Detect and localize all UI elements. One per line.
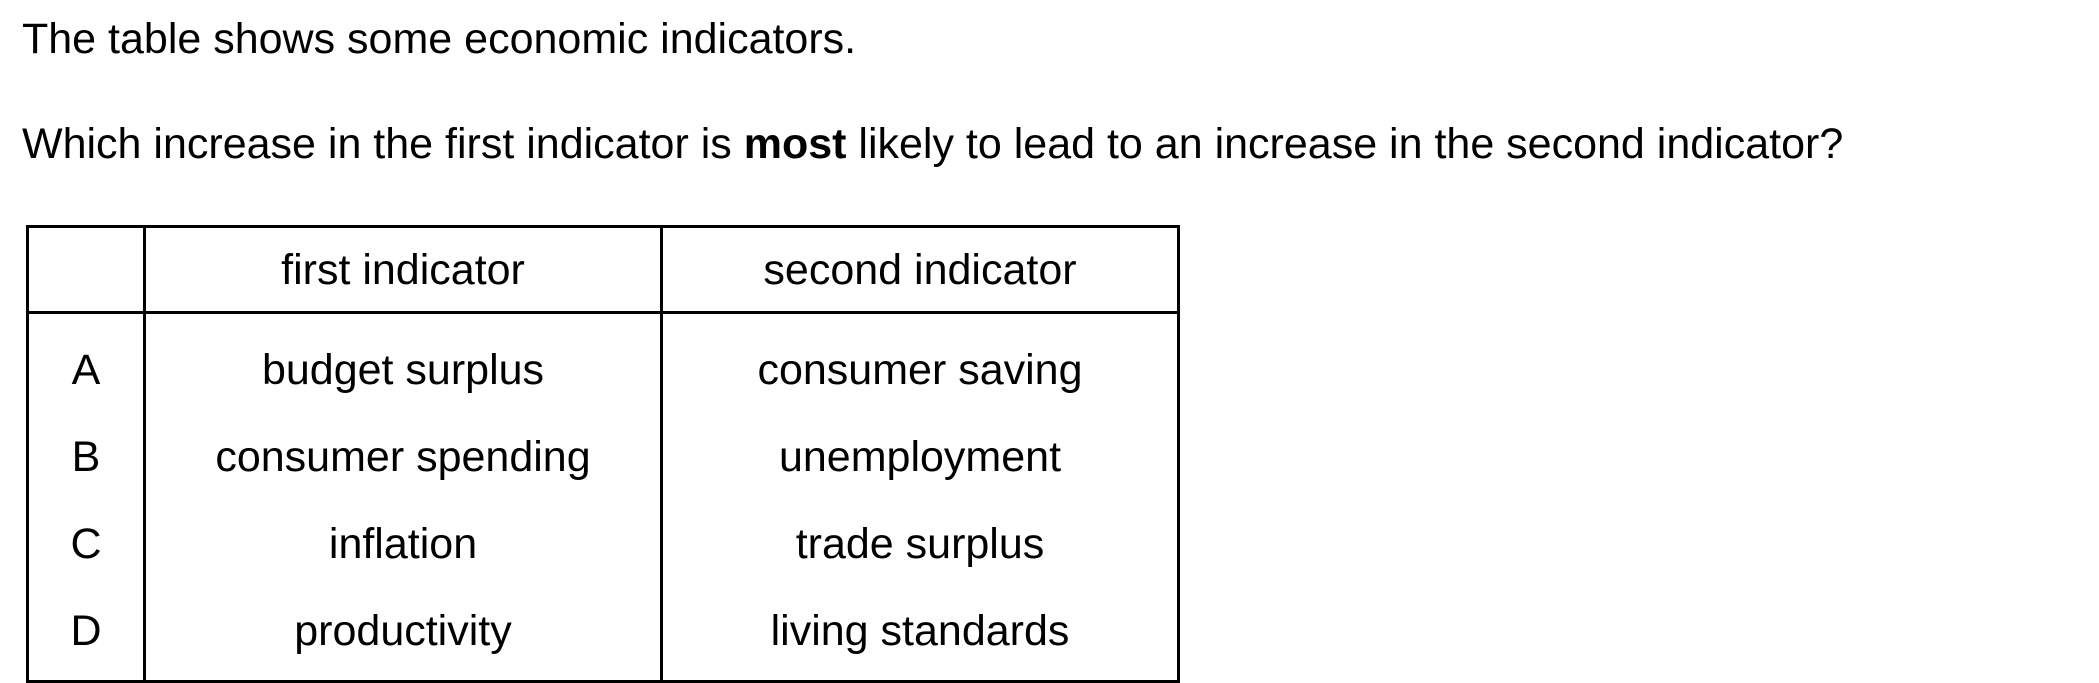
second-indicator-cell: living standards [660, 587, 1180, 682]
second-indicator-cell: trade surplus [660, 500, 1180, 587]
first-indicator-cell: consumer spending [143, 413, 663, 500]
header-second-indicator: second indicator [660, 226, 1180, 314]
first-indicator-cell: budget surplus [143, 312, 663, 413]
question-text-after: likely to lead to an increase in the sec… [846, 120, 1844, 168]
table-row: A budget surplus consumer saving [26, 312, 1180, 413]
intro-text: The table shows some economic indicators… [22, 15, 857, 63]
question-text: Which increase in the first indicator is… [22, 119, 1843, 169]
second-indicator-cell: unemployment [660, 413, 1180, 500]
question-text-before: Which increase in the first indicator is [22, 120, 744, 168]
first-indicator-cell: inflation [143, 500, 663, 587]
table-row: D productivity living standards [26, 587, 1180, 682]
header-first-indicator: first indicator [143, 226, 663, 314]
header-option-cell [26, 226, 146, 314]
second-indicator-cell: consumer saving [660, 312, 1180, 413]
option-letter: B [26, 413, 146, 500]
table-row: B consumer spending unemployment [26, 413, 1180, 500]
question-emphasis: most [743, 120, 847, 168]
table-header-row: first indicator second indicator [26, 226, 1180, 314]
option-letter: C [26, 500, 146, 587]
first-indicator-cell: productivity [143, 587, 663, 682]
table-row: C inflation trade surplus [26, 500, 1180, 587]
indicators-table: first indicator second indicator A budge… [26, 225, 1180, 683]
option-letter: D [26, 587, 146, 682]
option-letter: A [26, 312, 146, 413]
